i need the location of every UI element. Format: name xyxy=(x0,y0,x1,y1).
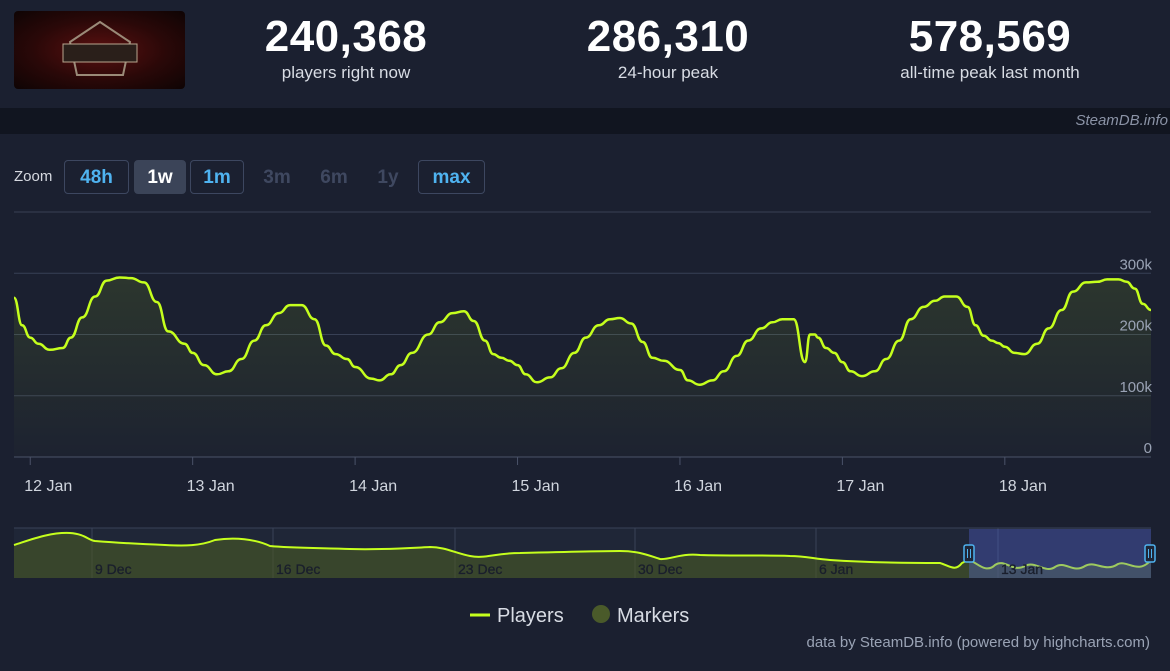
navigator-tick-label: 16 Dec xyxy=(276,561,320,577)
navigator-selection[interactable] xyxy=(969,529,1151,578)
navigator-tick-label: 13 Jan xyxy=(1001,561,1043,577)
legend-markers-swatch xyxy=(592,605,610,623)
navigator-tick-label: 30 Dec xyxy=(638,561,682,577)
stat-alltime-peak: 578,569 all-time peak last month xyxy=(840,12,1140,84)
y-tick-label: 300k xyxy=(1119,256,1152,273)
navigator-right-handle[interactable] xyxy=(1144,544,1156,563)
navigator-area xyxy=(14,532,1151,578)
stat-current-players: 240,368 players right now xyxy=(196,12,496,84)
x-tick-label: 14 Jan xyxy=(349,478,397,495)
legend[interactable]: Players Markers xyxy=(470,605,689,627)
zoom-1y-button: 1y xyxy=(377,167,399,188)
header-divider xyxy=(0,108,1170,134)
zoom-1w-button[interactable]: 1w xyxy=(134,160,186,194)
zoom-1m-button[interactable]: 1m xyxy=(190,160,244,194)
navigator-tick-label: 6 Jan xyxy=(819,561,853,577)
current-players-label: players right now xyxy=(281,63,411,82)
current-players-value: 240,368 xyxy=(264,12,428,61)
stat-24h-peak: 286,310 24-hour peak xyxy=(518,12,818,84)
players-area xyxy=(14,277,1151,457)
game-logo xyxy=(14,11,185,89)
legend-players-label[interactable]: Players xyxy=(497,605,564,627)
legend-markers-label[interactable]: Markers xyxy=(617,605,689,627)
steamdb-credit[interactable]: SteamDB.info xyxy=(1075,112,1168,129)
x-tick-label: 18 Jan xyxy=(999,478,1047,495)
alltime-peak-value: 578,569 xyxy=(908,12,1072,61)
x-tick-label: 15 Jan xyxy=(512,478,560,495)
y-tick-label: 200k xyxy=(1119,318,1152,335)
peak-24h-label: 24-hour peak xyxy=(617,63,719,82)
players-series-line xyxy=(12,276,1152,386)
navigator[interactable]: 9 Dec 16 Dec 23 Dec 30 Dec 6 Jan 13 Jan xyxy=(13,527,1156,578)
navigator-left-handle[interactable] xyxy=(963,544,975,563)
alltime-peak-label: all-time peak last month xyxy=(900,63,1080,82)
zoom-48h-button[interactable]: 48h xyxy=(64,160,129,194)
x-tick-label: 16 Jan xyxy=(674,478,722,495)
zoom-max-button[interactable]: max xyxy=(418,160,485,194)
chart-credit[interactable]: data by SteamDB.info (powered by highcha… xyxy=(806,634,1151,651)
navigator-tick-label: 9 Dec xyxy=(95,561,132,577)
logo-emblem xyxy=(62,20,137,76)
zoom-label: Zoom xyxy=(14,168,53,185)
x-tick-label: 13 Jan xyxy=(187,478,235,495)
zoom-6m-button: 6m xyxy=(320,167,348,188)
peak-24h-value: 286,310 xyxy=(586,12,750,61)
y-tick-label: 0 xyxy=(1144,440,1152,457)
y-tick-label: 100k xyxy=(1119,379,1152,396)
navigator-tick-label: 23 Dec xyxy=(458,561,502,577)
navigator-line xyxy=(13,531,1152,570)
x-tick-label: 17 Jan xyxy=(836,478,884,495)
zoom-3m-button: 3m xyxy=(263,167,291,188)
x-tick-label: 12 Jan xyxy=(24,478,72,495)
